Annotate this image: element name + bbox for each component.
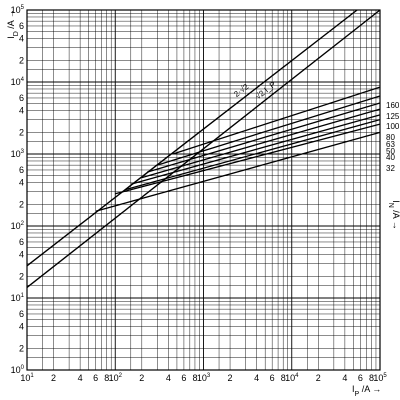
- right-axis-label: IN /A →: [388, 200, 400, 230]
- x-label-main: I: [352, 384, 355, 394]
- y-tick-label: 102: [11, 221, 25, 231]
- y-label-sub: D: [13, 31, 20, 36]
- y-tick-label: 4: [19, 34, 24, 44]
- series-label-63: 63: [386, 140, 395, 149]
- series-line-40: [115, 123, 381, 195]
- x-tick-label: 104: [285, 373, 299, 383]
- y-tick-label: 6: [19, 309, 24, 319]
- x-tick-label: 6: [358, 373, 363, 383]
- x-tick-label: 4: [78, 373, 83, 383]
- x-tick-label: 102: [109, 373, 123, 383]
- x-tick-label: 8: [369, 373, 374, 383]
- series-label-50: 50: [386, 147, 395, 156]
- right-label-main: I: [391, 200, 400, 203]
- x-tick-label: 2: [228, 373, 233, 383]
- y-tick-label: 2: [19, 343, 24, 353]
- y-label-rest: /A: [6, 20, 16, 31]
- x-tick-label: 105: [373, 373, 387, 383]
- y-tick-label: 104: [11, 77, 25, 87]
- series-lines: [95, 86, 381, 212]
- x-tick-label: 8: [281, 373, 286, 383]
- series-label-100: 100: [386, 122, 400, 131]
- y-axis-label: ID /A →: [6, 9, 20, 39]
- x-tick-label: 103: [197, 373, 211, 383]
- y-tick-label: 2: [19, 55, 24, 65]
- x-tick-label: 101: [20, 373, 34, 383]
- y-tick-label: 4: [19, 250, 24, 260]
- series-line-32: [95, 131, 381, 212]
- x-tick-label: 8: [104, 373, 109, 383]
- right-label-sub: N: [388, 203, 395, 208]
- grid: [26, 10, 380, 371]
- reference-line: [26, 9, 358, 267]
- x-tick-label: 2: [139, 373, 144, 383]
- x-tick-label: 4: [166, 373, 171, 383]
- plot-frame: [26, 9, 381, 371]
- y-label-main: I: [6, 36, 16, 39]
- series-label-80: 80: [386, 133, 395, 142]
- series-line-100: [146, 102, 381, 173]
- series-line-125: [157, 95, 381, 166]
- x-tick-label: 2: [316, 373, 321, 383]
- y-tick-label: 6: [19, 237, 24, 247]
- y-tick-label: 105: [11, 5, 25, 15]
- y-tick-label: 4: [19, 322, 24, 332]
- x-tick-label: 8: [192, 373, 197, 383]
- y-tick-label: 4: [19, 106, 24, 116]
- x-tick-label: 4: [254, 373, 259, 383]
- x-label-sub: P: [355, 391, 360, 398]
- y-tick-label: 2: [19, 199, 24, 209]
- reference-line: [26, 9, 381, 289]
- x-axis-label: IP /A →: [352, 384, 381, 398]
- right-label-rest: /A: [391, 208, 400, 219]
- x-label-rest: /A: [359, 384, 370, 394]
- reference-line-label: 2·√2: [232, 82, 251, 99]
- y-tick-label: 6: [19, 165, 24, 175]
- y-tick-label: 2: [19, 271, 24, 281]
- y-arrow-icon: →: [6, 9, 16, 18]
- y-tick-label: 4: [19, 178, 24, 188]
- x-tick-label: 6: [93, 373, 98, 383]
- x-tick-label: 6: [270, 373, 275, 383]
- series-line-160: [172, 86, 381, 155]
- series-label-40: 40: [386, 153, 395, 162]
- x-tick-label: 4: [342, 373, 347, 383]
- series-line-80: [141, 108, 381, 179]
- x-tick-label: 2: [51, 373, 56, 383]
- y-tick-label: 2: [19, 127, 24, 137]
- x-tick-label: 6: [181, 373, 186, 383]
- x-arrow-icon: →: [372, 384, 381, 394]
- y-tick-label: 103: [11, 149, 25, 159]
- series-line-63: [130, 114, 381, 185]
- x-tick-labels: 101 2 4 6 8 102 2 4 6 8 103 2 4 6 8 104 2 4 6 8 105: [20, 373, 387, 383]
- right-arrow-icon: →: [391, 221, 400, 230]
- y-tick-label: 6: [19, 93, 24, 103]
- y-tick-label: 6: [19, 21, 24, 31]
- y-tick-labels: 100 2 4 6 101 2 4 6 102 2 4 6 103 2 4 6 104 2 4 6 105: [11, 5, 25, 375]
- y-tick-label: 100: [11, 365, 25, 375]
- y-tick-label: 101: [11, 293, 25, 303]
- series-label-125: 125: [386, 112, 400, 121]
- series-label-160: 160: [386, 101, 400, 110]
- series-line-50: [125, 119, 381, 191]
- series-label-32: 32: [386, 164, 395, 173]
